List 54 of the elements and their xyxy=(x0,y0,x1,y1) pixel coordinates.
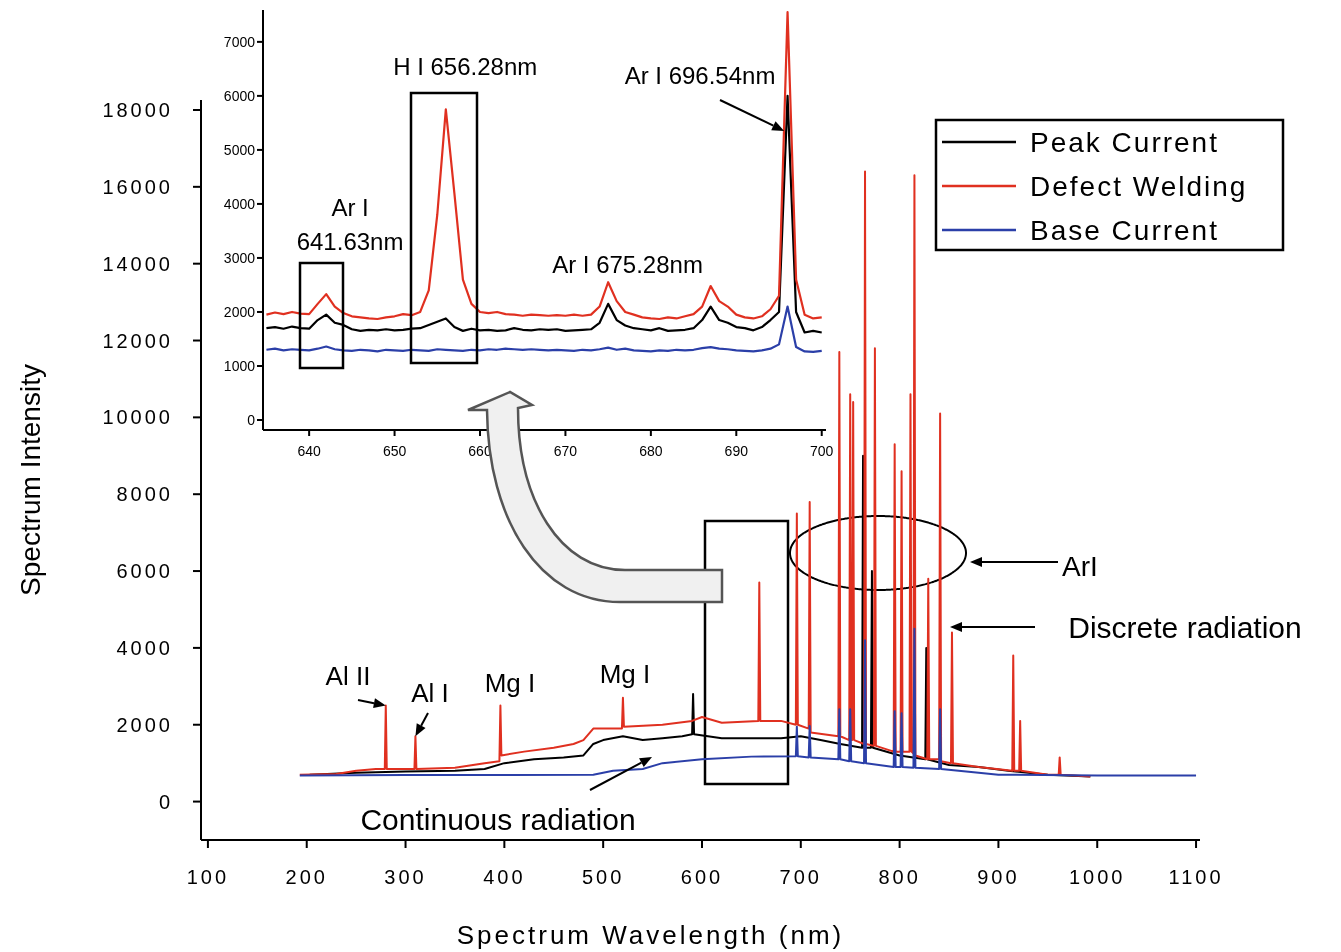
x-tick-label: 900 xyxy=(977,866,1020,888)
y-tick-label: 4000 xyxy=(223,195,256,212)
annotation: H I 656.28nm xyxy=(393,53,538,81)
y-tick-label: 5000 xyxy=(223,141,256,158)
annotation: ArI xyxy=(1062,551,1098,582)
x-tick-label: 500 xyxy=(581,866,625,888)
y-tick-label: 2000 xyxy=(116,713,173,736)
y-tick-label: 6000 xyxy=(116,560,173,583)
legend-label: Peak Current xyxy=(1030,127,1219,158)
annotation: Al II xyxy=(325,661,371,691)
y-tick-label: 3000 xyxy=(223,249,256,266)
annotation: Discrete radiation xyxy=(1068,611,1302,644)
y-tick-label: 8000 xyxy=(116,483,173,506)
x-tick-label: 700 xyxy=(779,866,822,888)
line-series xyxy=(265,11,823,321)
x-tick-label: 200 xyxy=(285,866,328,888)
x-tick-label: 100 xyxy=(186,866,230,888)
annotation: Continuous radiation xyxy=(360,803,636,836)
y-tick-label: 18000 xyxy=(102,98,173,121)
x-tick-label: 680 xyxy=(639,443,663,459)
y-tick-label: 6000 xyxy=(223,87,256,104)
x-tick-label: 1100 xyxy=(1168,866,1224,888)
y-tick-label: 1000 xyxy=(223,357,256,374)
x-tick-label: 650 xyxy=(382,443,407,459)
line-series xyxy=(265,94,823,334)
y-tick-label: 10000 xyxy=(102,406,173,429)
x-tick-label: 1000 xyxy=(1068,866,1126,888)
y-tick-label: 14000 xyxy=(102,252,173,275)
x-axis-title: Spectrum Wavelength (nm) xyxy=(456,920,845,950)
line-series xyxy=(265,305,823,354)
annotation: Ar I 675.28nm xyxy=(552,251,703,279)
y-tick-label: 2000 xyxy=(223,303,256,320)
x-tick-label: 690 xyxy=(724,443,749,459)
y-tick-label: 7000 xyxy=(223,33,256,50)
y-axis-title: Spectrum Intensity xyxy=(15,364,46,596)
x-tick-label: 800 xyxy=(878,866,921,888)
y-tick-label: 12000 xyxy=(102,329,173,352)
y-tick-label: 0 xyxy=(247,411,256,428)
x-tick-label: 640 xyxy=(297,443,322,459)
x-tick-label: 670 xyxy=(553,443,578,459)
annotation: Mg I xyxy=(599,659,651,689)
x-tick-label: 700 xyxy=(810,443,834,459)
legend-label: Defect Welding xyxy=(1030,171,1248,202)
annotation: Mg I xyxy=(484,668,536,698)
legend-label: Base Current xyxy=(1030,215,1219,246)
annotation: Ar I 641.63nm xyxy=(296,194,404,255)
x-tick-label: 600 xyxy=(680,866,724,888)
x-tick-label: 300 xyxy=(384,866,427,888)
y-tick-label: 0 xyxy=(158,790,173,813)
annotation: Ar I 696.54nm xyxy=(624,62,776,89)
annotation: Al I xyxy=(411,678,449,708)
y-tick-label: 16000 xyxy=(102,175,173,198)
y-tick-label: 4000 xyxy=(116,636,173,659)
x-tick-label: 400 xyxy=(483,866,526,888)
